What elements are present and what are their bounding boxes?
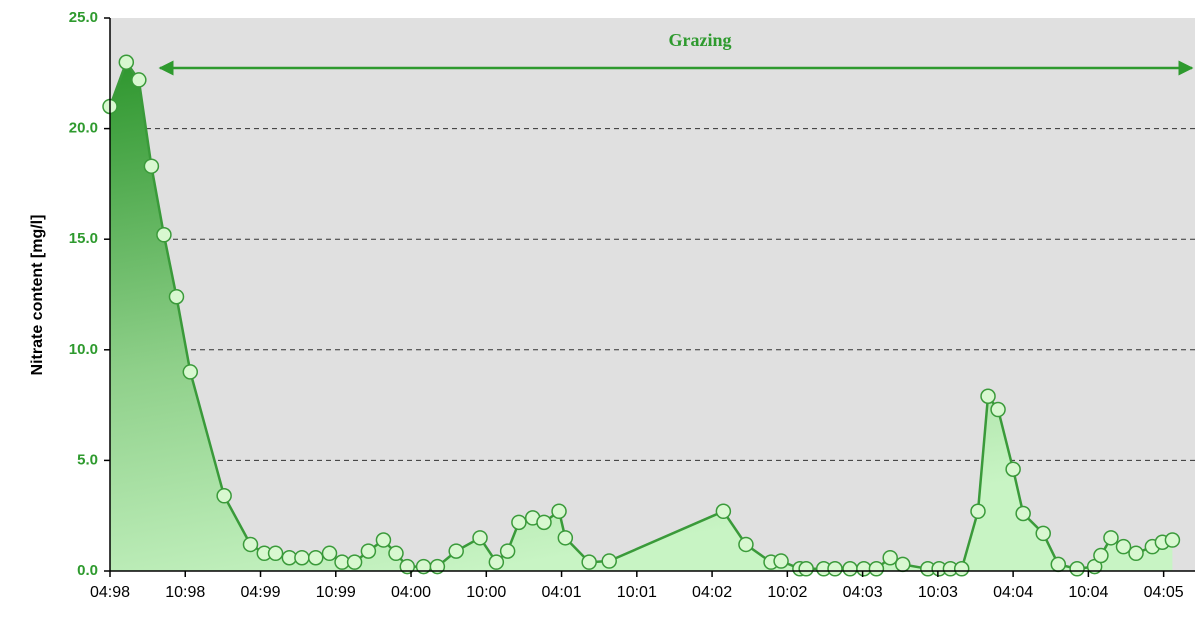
marker <box>360 543 377 559</box>
area <box>110 62 1173 571</box>
marker <box>131 72 147 88</box>
marker <box>1005 461 1021 477</box>
marker <box>894 556 911 573</box>
marker <box>488 554 505 570</box>
marker <box>1128 545 1144 562</box>
marker <box>827 561 843 577</box>
marker <box>773 553 789 569</box>
marker <box>168 288 185 305</box>
marker <box>267 545 284 562</box>
x-tick-label: 04:99 <box>240 584 280 601</box>
marker <box>472 530 488 546</box>
marker <box>511 514 527 531</box>
marker <box>1164 532 1181 548</box>
marker <box>429 558 446 575</box>
marker <box>557 530 574 546</box>
marker <box>321 545 338 562</box>
marker <box>448 543 464 559</box>
marker <box>1015 505 1031 522</box>
marker <box>738 536 754 553</box>
annotation: Grazing <box>669 30 732 50</box>
marker <box>143 158 160 174</box>
y-tick-label: 25.0 <box>69 9 98 26</box>
y-axis-label: Nitrate content [mg/l] <box>29 215 46 376</box>
marker <box>970 503 986 520</box>
marker <box>216 488 232 504</box>
y-tick-label: 15.0 <box>69 230 98 247</box>
marker <box>1050 556 1067 573</box>
marker <box>990 401 1006 418</box>
x-tick-label: 04:02 <box>692 584 732 601</box>
x-tick-label: 04:00 <box>391 584 431 601</box>
marker <box>551 503 567 520</box>
marker <box>868 561 885 577</box>
marker <box>536 514 552 531</box>
marker <box>242 536 259 553</box>
marker <box>1093 547 1109 564</box>
y-tick-label: 10.0 <box>69 341 98 358</box>
marker <box>294 549 310 566</box>
marker <box>980 388 996 405</box>
marker <box>388 545 404 562</box>
x-tick-label: 04:98 <box>90 584 130 601</box>
x-tick-label: 10:04 <box>1068 584 1108 601</box>
plot-area <box>110 18 1195 571</box>
x-tick-label: 04:05 <box>1144 584 1184 601</box>
marker <box>953 561 970 577</box>
x-tick-label: 04:01 <box>542 584 582 601</box>
marker <box>798 561 814 577</box>
x-tick-label: 10:99 <box>316 584 356 601</box>
marker <box>307 549 324 566</box>
marker <box>375 532 392 548</box>
marker <box>499 543 516 559</box>
x-tick-label: 10:98 <box>165 584 205 601</box>
marker <box>842 561 858 577</box>
marker <box>182 364 199 380</box>
marker <box>601 553 617 569</box>
x-tick-label: 04:03 <box>843 584 883 601</box>
marker <box>346 554 363 570</box>
x-tick-label: 04:04 <box>993 584 1033 601</box>
marker <box>1035 525 1051 542</box>
x-tick-label: 10:00 <box>466 584 506 601</box>
y-tick-label: 0.0 <box>77 562 98 579</box>
x-tick-label: 10:02 <box>767 584 807 601</box>
marker <box>118 54 135 70</box>
y-tick-label: 20.0 <box>69 120 98 137</box>
marker <box>882 549 898 566</box>
marker <box>1069 561 1085 577</box>
x-tick-label: 10:01 <box>617 584 657 601</box>
y-tick-label: 5.0 <box>77 451 98 468</box>
marker <box>1103 530 1119 546</box>
marker <box>399 558 416 575</box>
marker <box>715 503 732 520</box>
marker <box>581 554 597 570</box>
x-tick-label: 10:03 <box>918 584 958 601</box>
marker <box>156 227 172 243</box>
marker <box>1115 538 1132 555</box>
